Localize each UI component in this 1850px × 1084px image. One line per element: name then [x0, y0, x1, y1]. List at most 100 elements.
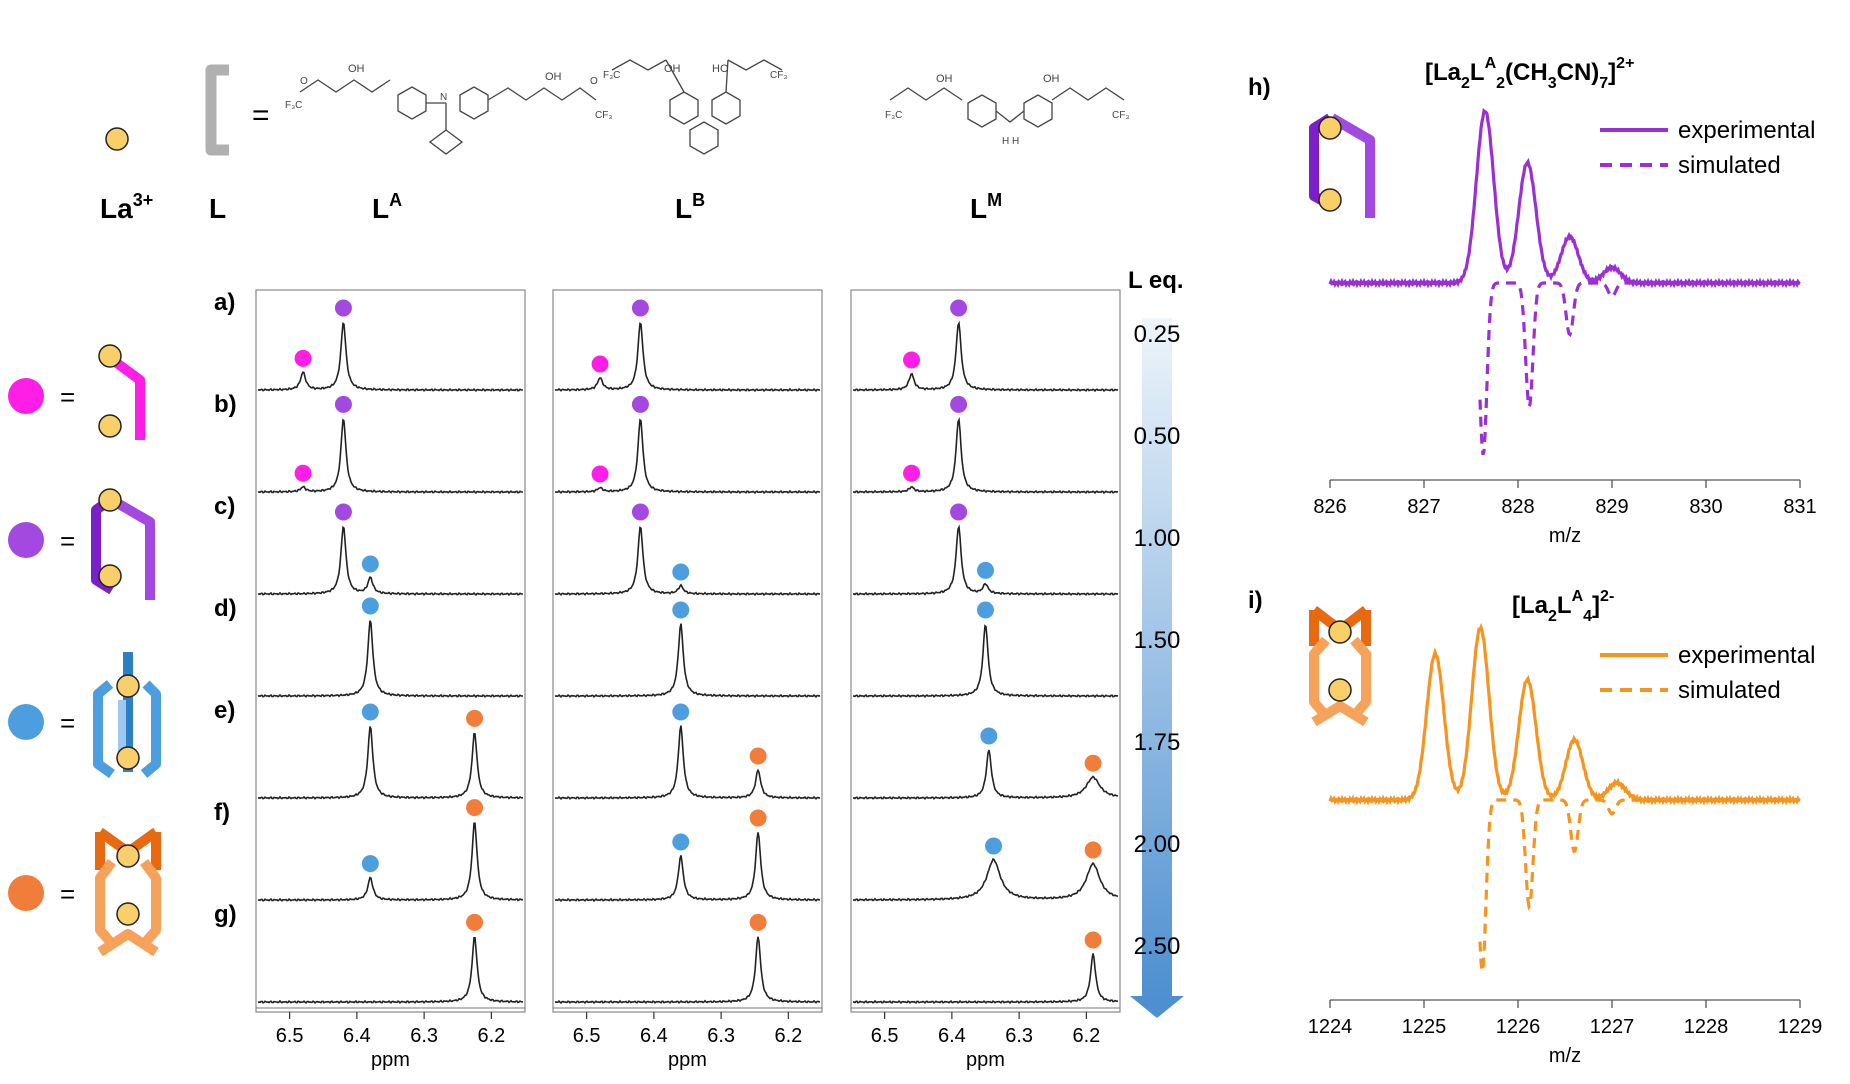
- magenta-peak-marker: [591, 465, 609, 483]
- nmr-tick-label: 6.4: [938, 1025, 966, 1047]
- nmr-spectrum-trace: [853, 320, 1119, 393]
- purple-peak-marker: [631, 503, 649, 521]
- nmr-panel-frame: [552, 289, 823, 1013]
- orange-peak-marker: [1084, 841, 1102, 859]
- nmr-spectrum-trace: [257, 726, 524, 800]
- orange-peak-marker: [749, 913, 767, 931]
- nmr-panel-LB: 6.5 6.4 6.3 6.2 ppm: [552, 289, 823, 1071]
- svg-text:OH: OH: [545, 71, 562, 83]
- ms-tick-label: 1226: [1496, 1016, 1541, 1038]
- nmr-spectrum-trace: [554, 526, 821, 597]
- orange-peak-marker: [466, 913, 484, 931]
- equals-sign: =: [252, 99, 270, 132]
- ms-experimental-trace: [1328, 108, 1801, 289]
- nmr-tick-label: 6.5: [573, 1025, 601, 1047]
- blue-peak-marker: [977, 601, 994, 619]
- ms-simulated-trace: [1478, 798, 1650, 973]
- nmr-spectrum-trace: [853, 416, 1119, 495]
- ligand-LB-label: LB: [675, 190, 705, 224]
- nmr-panel-LA: 6.5 6.4 6.3 6.2 ppm: [255, 289, 526, 1071]
- magenta-species-dot: [8, 378, 44, 414]
- legend-experimental-label: experimental: [1678, 642, 1815, 669]
- purple-peak-marker: [334, 299, 352, 317]
- orange-peak-marker: [1084, 754, 1102, 772]
- purple-peak-marker: [631, 299, 649, 317]
- svg-text:CF₃: CF₃: [1112, 110, 1129, 121]
- orange-peak-marker: [749, 747, 767, 765]
- nmr-row-label: e): [214, 697, 235, 724]
- eq-value: 1.50: [1134, 627, 1181, 654]
- ms-tick-label: 1227: [1590, 1016, 1635, 1038]
- ms-tick-label: 826: [1313, 496, 1346, 518]
- nmr-tick-label: 6.2: [1072, 1025, 1100, 1047]
- orange-peak-marker: [466, 709, 484, 727]
- magenta-peak-marker: [903, 464, 921, 482]
- eq-value: 0.50: [1134, 423, 1181, 450]
- svg-text:OH: OH: [664, 63, 681, 75]
- nmr-tick-label: 6.3: [1005, 1025, 1033, 1047]
- la2l4-species-icon: [95, 827, 161, 957]
- svg-text:N: N: [440, 92, 447, 103]
- blue-peak-marker: [672, 601, 690, 619]
- nmr-spectrum-trace: [257, 822, 523, 902]
- ligand-LA-label: LA: [372, 190, 402, 224]
- ms-experimental-trace: [1328, 622, 1801, 806]
- purple-peak-marker: [950, 299, 968, 317]
- orange-peak-marker: [466, 799, 484, 817]
- purple-species-dot: [8, 522, 44, 558]
- blue-peak-marker: [672, 563, 690, 581]
- purple-peak-marker: [950, 503, 968, 521]
- magenta-peak-marker: [294, 349, 312, 367]
- nmr-spectrum-trace: [852, 524, 1119, 597]
- la-ion-icon: [105, 127, 129, 151]
- ligand-LA-structure-icon: OH OH O O F₃C CF₃ N: [285, 63, 612, 155]
- nmr-spectrum-trace: [853, 624, 1119, 699]
- nmr-tick-label: 6.3: [707, 1025, 735, 1047]
- svg-text:CF₃: CF₃: [595, 110, 612, 121]
- eq-value: 2.50: [1134, 933, 1181, 960]
- orange-peak-marker: [749, 809, 767, 827]
- purple-peak-marker: [950, 395, 968, 413]
- blue-peak-marker: [985, 837, 1003, 855]
- purple-peak-marker: [631, 395, 649, 413]
- svg-text:OH: OH: [936, 73, 953, 85]
- nmr-row-label: a): [214, 289, 235, 316]
- legend-simulated-label: simulated: [1678, 677, 1781, 704]
- eq-header: L eq.: [1128, 267, 1184, 294]
- magenta-peak-marker: [591, 355, 609, 373]
- la-label: La3+: [100, 190, 153, 224]
- nmr-spectrum-trace: [554, 623, 821, 699]
- ms-panels: h) [La2LA2(CH3CN)7]2+ experimental simulate…: [1248, 55, 1822, 1067]
- nmr-xlabel: ppm: [668, 1049, 707, 1071]
- nmr-spectrum-trace: [257, 525, 523, 597]
- ms-panel-h: h) [La2LA2(CH3CN)7]2+ experimental simulate…: [1248, 55, 1817, 547]
- purple-peak-marker: [334, 503, 352, 521]
- la2l3-species-icon: [93, 652, 161, 779]
- nmr-spectrum-trace: [257, 620, 523, 699]
- nmr-row-label: d): [214, 595, 237, 622]
- blue-peak-marker: [361, 555, 379, 573]
- eq-value: 1.00: [1134, 525, 1181, 552]
- nmr-row-label: c): [214, 493, 235, 520]
- equals-sign: =: [60, 382, 75, 412]
- magenta-peak-marker: [294, 464, 312, 482]
- nmr-spectrum-trace: [554, 832, 821, 903]
- top-legend: La3+ L = OH OH O O F₃C CF₃ N LA: [100, 59, 1129, 224]
- nmr-tick-label: 6.3: [410, 1025, 438, 1047]
- blue-peak-marker: [977, 561, 994, 579]
- blue-peak-marker: [361, 703, 379, 721]
- ms-title: [La2LA4]2-: [1512, 588, 1614, 625]
- ms-legend: experimental simulated: [1600, 117, 1815, 179]
- svg-text:F₃C: F₃C: [285, 100, 302, 111]
- ms-legend: experimental simulated: [1600, 642, 1815, 704]
- equals-sign: =: [60, 879, 75, 909]
- ms-h-species-icon: [1309, 113, 1375, 218]
- ms-tick-label: 829: [1595, 496, 1628, 518]
- l-label: L: [209, 193, 226, 224]
- ms-i-species-icon: [1309, 606, 1371, 727]
- purple-peak-marker: [334, 395, 352, 413]
- nmr-xlabel: ppm: [966, 1049, 1005, 1071]
- svg-text:F₃C: F₃C: [603, 70, 620, 81]
- svg-text:F₃C: F₃C: [885, 110, 902, 121]
